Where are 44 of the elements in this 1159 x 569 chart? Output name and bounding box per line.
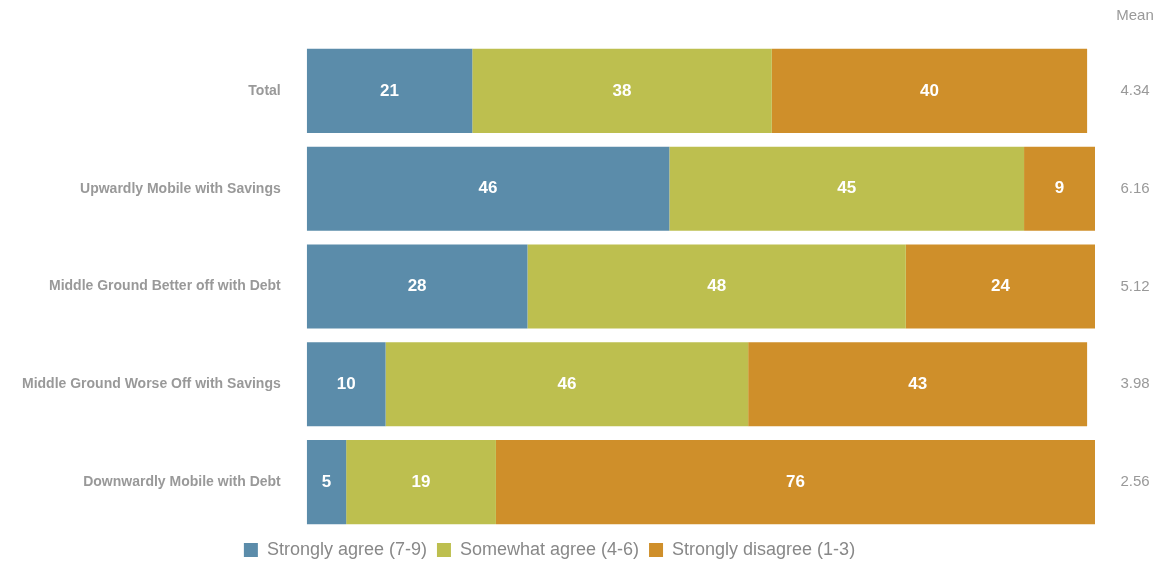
text: Mean bbox=[1116, 6, 1154, 24]
bar bbox=[306, 48, 473, 133]
bar bbox=[472, 48, 772, 133]
legend-label: Somewhat agree (4-6) bbox=[459, 538, 640, 559]
bar bbox=[385, 342, 749, 427]
legend-label: Strongly agree (7-9) bbox=[266, 538, 427, 559]
bar bbox=[1024, 146, 1095, 231]
data-label: 46 bbox=[478, 178, 498, 198]
y-tick-label: Middle Ground Worse Off with Savings bbox=[21, 375, 281, 392]
text: 6.16 bbox=[1120, 178, 1150, 196]
bar bbox=[669, 146, 1025, 231]
data-label: 21 bbox=[380, 80, 399, 100]
data-label: 40 bbox=[920, 80, 939, 100]
text: 5.12 bbox=[1120, 276, 1150, 294]
data-label: 28 bbox=[407, 276, 427, 296]
data-label: 19 bbox=[411, 471, 431, 491]
data-label: 9 bbox=[1054, 178, 1065, 198]
bar bbox=[306, 244, 528, 329]
data-label: 38 bbox=[612, 80, 632, 100]
bar bbox=[346, 440, 496, 525]
bar bbox=[527, 244, 906, 329]
bar bbox=[748, 342, 1088, 427]
y-tick-label: Upwardly Mobile with Savings bbox=[80, 179, 281, 196]
y-tick-label: Downwardly Mobile with Debt bbox=[83, 472, 282, 489]
y-tick-label: Total bbox=[248, 81, 281, 98]
bar bbox=[306, 146, 670, 231]
data-label: 24 bbox=[990, 276, 1011, 296]
data-label: 45 bbox=[837, 178, 857, 198]
y-tick-label: Middle Ground Better off with Debt bbox=[48, 277, 282, 294]
bar bbox=[306, 440, 347, 525]
data-label: 48 bbox=[707, 276, 727, 296]
data-label: 10 bbox=[336, 373, 356, 393]
data-label: 43 bbox=[908, 373, 928, 393]
data-label: 5 bbox=[321, 471, 332, 491]
legend-label: Strongly disagree (1-3) bbox=[672, 538, 856, 559]
text: 4.34 bbox=[1120, 81, 1150, 99]
bar bbox=[495, 440, 1095, 525]
bar bbox=[306, 342, 386, 427]
text: 3.98 bbox=[1120, 374, 1150, 392]
data-label: 76 bbox=[786, 471, 805, 491]
data-label: 46 bbox=[557, 373, 577, 393]
bar bbox=[905, 244, 1095, 329]
bar bbox=[771, 48, 1088, 133]
text: 2.56 bbox=[1120, 472, 1150, 490]
